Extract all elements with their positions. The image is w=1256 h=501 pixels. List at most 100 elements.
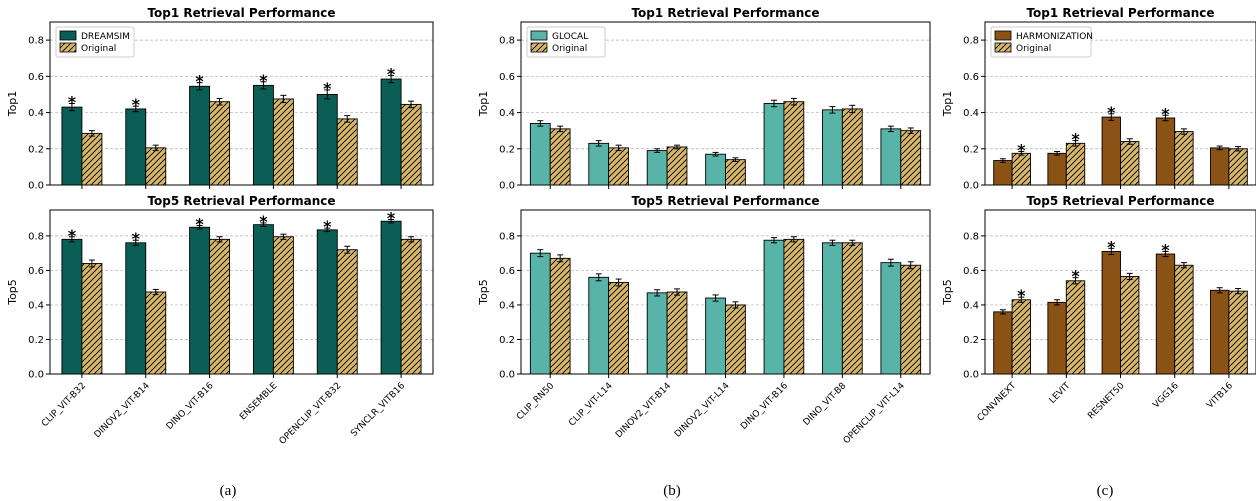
chart-b-top1: 0.0 0.2 0.4 0.6 0.8 Top1 Retrieval Performanc… (477, 6, 931, 192)
bar-original (666, 291, 688, 375)
chart-title: Top5 Retrieval Performance (147, 194, 335, 208)
bar-method (588, 276, 610, 375)
y-tick-label: 0.8 (963, 231, 979, 242)
bar-original (841, 108, 863, 186)
plot-frame (49, 209, 434, 375)
x-tick-label: OPENCLIP_VIT-B32 (278, 381, 344, 447)
y-tick-label: 0.6 (499, 266, 515, 277)
caption-a: (a) (220, 483, 237, 499)
x-tick-label: CLIP_VIT-B32 (40, 381, 88, 429)
significance-star: * (259, 71, 268, 90)
bar-method (252, 224, 274, 375)
bar-original (608, 282, 629, 375)
bar-method (529, 252, 551, 375)
bar-original (1120, 276, 1140, 375)
bar-method (380, 220, 402, 375)
bar-original (400, 103, 422, 186)
y-tick-label: 0.4 (499, 108, 515, 119)
y-axis-label: Top5 (6, 279, 19, 306)
y-tick-label: 0.8 (963, 36, 979, 47)
y-tick-label: 0.0 (499, 181, 515, 192)
y-tick-label: 0.0 (963, 370, 979, 381)
y-tick-label: 0.4 (963, 108, 979, 119)
significance-star: * (68, 93, 77, 112)
bar-original (608, 147, 629, 186)
significance-star: * (132, 229, 141, 248)
y-tick-label: 0.4 (28, 108, 44, 119)
y-tick-label: 0.2 (28, 144, 44, 155)
bar-original (666, 146, 688, 186)
y-axis-label: Top1 (6, 91, 19, 118)
bar-original (272, 236, 294, 375)
bar-original (81, 132, 103, 186)
chart-a-top1: 0.0 0.2 0.4 0.6 0.8 Top1 Retrieval Performanc… (6, 6, 434, 192)
legend-swatch (59, 30, 77, 41)
y-tick-label: 0.2 (963, 335, 979, 346)
bar-original (725, 304, 746, 375)
legend-label: DREAMSIM (81, 32, 130, 42)
bar-original (145, 291, 167, 375)
x-tick-label: ENSEMBLE (238, 381, 280, 423)
x-tick-label: DINO_VIT-B8 (802, 381, 849, 428)
bar-original (549, 257, 571, 375)
chart-title: Top5 Retrieval Performance (1026, 194, 1214, 208)
y-tick-label: 0.0 (28, 181, 44, 192)
bar-method (1101, 250, 1121, 375)
bar-original (272, 98, 294, 186)
y-tick-label: 0.8 (499, 231, 515, 242)
bar-method (1155, 253, 1176, 375)
y-tick-label: 0.0 (28, 370, 44, 381)
bar-original (900, 264, 922, 375)
significance-star: * (1107, 237, 1116, 256)
y-tick-label: 0.0 (963, 181, 979, 192)
significance-star: * (323, 79, 332, 98)
bar-original (1228, 148, 1248, 186)
bar-original (400, 238, 422, 375)
legend-label: Original (81, 44, 116, 54)
bar-original (336, 249, 358, 375)
x-tick-label: DINOV2_VIT-L14 (673, 381, 732, 440)
bar-method (1047, 152, 1067, 186)
bar-method (1047, 301, 1067, 375)
bar-method (763, 103, 785, 186)
bar-original (1011, 299, 1031, 375)
y-tick-label: 0.2 (28, 335, 44, 346)
bar-method (646, 150, 668, 186)
y-tick-label: 0.2 (499, 144, 515, 155)
x-tick-label: DINO_VIT-B16 (739, 381, 790, 432)
bar-method (646, 292, 668, 375)
y-tick-label: 0.6 (963, 266, 979, 277)
bar-original (1065, 142, 1086, 186)
y-tick-label: 0.2 (499, 335, 515, 346)
x-tick-label: DINOV2_VIT-B14 (93, 381, 152, 440)
y-tick-label: 0.4 (963, 300, 979, 311)
bar-method (1210, 289, 1230, 375)
x-tick-label: VGG16 (1151, 381, 1181, 411)
bar-method (880, 262, 902, 375)
bar-original (783, 101, 805, 186)
y-tick-label: 0.4 (499, 300, 515, 311)
bar-method (125, 242, 147, 375)
significance-star: * (323, 217, 332, 236)
bar-original (145, 147, 167, 186)
bar-method (529, 122, 551, 186)
chart-a-top5: 0.0 0.2 0.4 0.6 0.8 Top5 Retrieval Performanc… (6, 194, 434, 447)
bar-original (1174, 264, 1194, 375)
y-axis-label: Top1 (477, 91, 490, 118)
significance-star: * (1017, 286, 1026, 305)
bar-method (380, 78, 402, 186)
bar-original (81, 263, 103, 375)
x-tick-label: VITB16 (1205, 381, 1235, 411)
y-tick-label: 0.2 (963, 144, 979, 155)
significance-star: * (1071, 267, 1080, 286)
significance-star: * (1071, 130, 1080, 149)
y-tick-label: 0.6 (963, 72, 979, 83)
legend-label: HARMONIZATION (1016, 32, 1093, 42)
bar-original (1174, 131, 1194, 186)
caption-c: (c) (1097, 483, 1114, 499)
legend (990, 26, 1092, 58)
bar-method (316, 93, 338, 186)
bar-original (1228, 290, 1248, 375)
bar-method (822, 109, 843, 186)
